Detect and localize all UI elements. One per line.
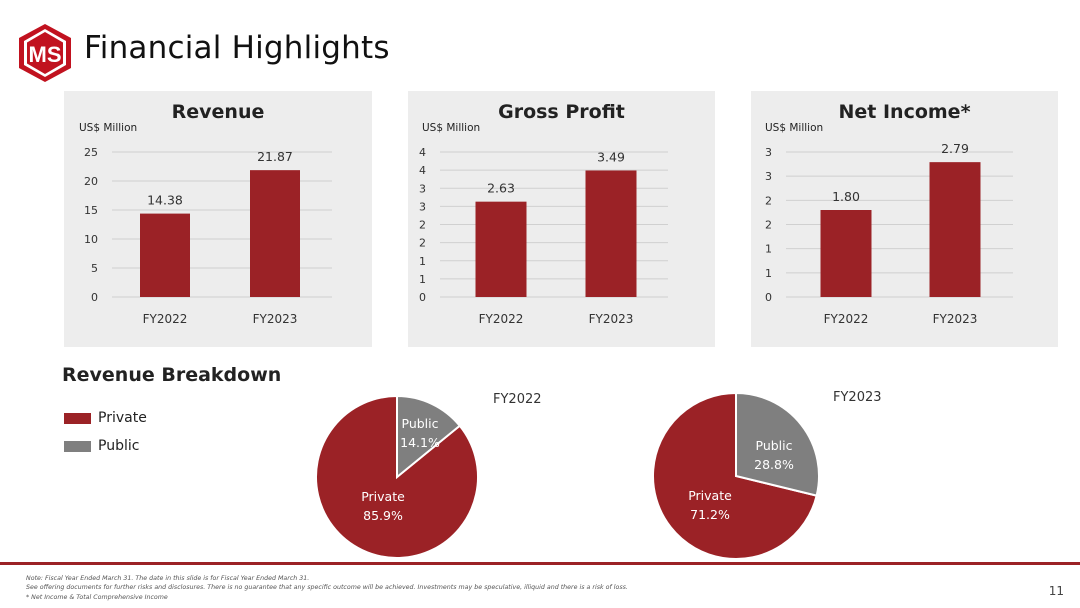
note-line: Note: Fiscal Year Ended March 31. The da… (26, 575, 310, 582)
y-tick-label: 1 (765, 243, 772, 256)
legend-label: Private (98, 410, 147, 426)
net-income-chart-card: Net Income* US$ Million 0 1 1 2 2 3 3 1.80 FY202… (751, 91, 1058, 347)
pie-category-label: Private (688, 488, 732, 503)
pie-value-label: 14.1% (400, 435, 440, 450)
logo-text: MS (29, 42, 62, 67)
pie-value-label: 28.8% (754, 457, 794, 472)
x-tick-label: FY2022 (824, 312, 869, 326)
bar-fy2023 (929, 162, 981, 297)
pie-title-fy2023: FY2023 (833, 390, 882, 405)
y-tick-label: 5 (91, 262, 98, 275)
y-tick-label: 1 (765, 267, 772, 280)
revenue-bar-chart: 0 5 10 15 20 25 14.38 FY2022 21.87 FY2023 (84, 146, 332, 326)
unit-label: US$ Million (422, 122, 481, 134)
y-tick-label: 3 (765, 146, 772, 159)
fy2022-pie-chart: Private 85.9% Public 14.1% (315, 394, 479, 559)
y-tick-label: 0 (419, 291, 426, 304)
y-tick-label: 3 (419, 200, 426, 213)
pie-category-label: Public (402, 416, 439, 431)
y-tick-label: 4 (419, 164, 426, 177)
pie-slice-private (652, 391, 818, 560)
y-tick-label: 1 (419, 273, 426, 286)
y-tick-label: 20 (84, 175, 98, 188)
revenue-chart-card: Revenue US$ Million 0 5 10 15 20 25 14.38 FY202… (64, 91, 372, 347)
pie-title-fy2022: FY2022 (493, 392, 542, 407)
pie-slice-public (735, 391, 820, 497)
unit-label: US$ Million (765, 122, 824, 134)
legend-swatch-public (64, 440, 91, 452)
pie-value-label: 71.2% (690, 507, 730, 522)
x-tick-label: FY2023 (933, 312, 978, 326)
y-tick-label: 2 (765, 194, 772, 207)
net-income-bar-chart: 0 1 1 2 2 3 3 1.80 FY2022 2.79 FY2023 (765, 141, 1013, 326)
ms-logo: MS (19, 24, 71, 82)
page-number: 11 (1048, 584, 1064, 598)
unit-label: US$ Million (79, 122, 138, 134)
data-label: 1.80 (832, 189, 860, 204)
data-label: 14.38 (147, 193, 183, 208)
pie-category-label: Public (756, 438, 793, 453)
revenue-breakdown-title: Revenue Breakdown (62, 364, 282, 386)
y-tick-label: 10 (84, 233, 98, 246)
x-tick-label: FY2023 (253, 312, 298, 326)
y-tick-label: 2 (419, 219, 426, 232)
bar-fy2023 (585, 170, 637, 297)
y-tick-label: 2 (765, 219, 772, 232)
data-label: 2.79 (941, 141, 969, 156)
note-line: * Net Income & Total Comprehensive Incom… (26, 593, 168, 601)
data-label: 2.63 (487, 181, 515, 196)
data-label: 21.87 (257, 149, 293, 164)
y-tick-label: 2 (419, 237, 426, 250)
page-title: Financial Highlights (84, 30, 390, 66)
pie-category-label: Private (361, 489, 405, 504)
x-tick-label: FY2023 (589, 312, 634, 326)
chart-title: Net Income* (838, 101, 971, 123)
fy2023-pie-chart: Private 71.2% Public 28.8% (652, 391, 820, 560)
y-tick-label: 3 (419, 182, 426, 195)
legend-item-public: Public (64, 438, 139, 454)
legend-label: Public (98, 438, 140, 454)
legend-swatch-private (64, 412, 91, 424)
y-tick-label: 3 (765, 170, 772, 183)
footer-notes: Note: Fiscal Year Ended March 31. The da… (26, 574, 1006, 602)
footer-divider (0, 562, 1080, 565)
legend-item-private: Private (64, 410, 147, 426)
pie-value-label: 85.9% (363, 508, 403, 523)
y-tick-label: 25 (84, 146, 98, 159)
chart-title: Revenue (171, 101, 265, 123)
data-label: 3.49 (597, 149, 625, 164)
note-line: See offering documents for further risks… (26, 584, 628, 592)
x-tick-label: FY2022 (479, 312, 524, 326)
y-tick-label: 0 (765, 291, 772, 304)
bar-fy2022 (475, 201, 527, 297)
x-tick-label: FY2022 (143, 312, 188, 326)
bar-fy2022 (140, 213, 190, 297)
y-tick-label: 0 (91, 291, 98, 304)
y-tick-label: 15 (84, 204, 98, 217)
gross-profit-bar-chart: 0 1 1 2 2 3 3 4 4 2.63 FY2022 3.49 FY2023 (419, 146, 668, 326)
pie-slice-public (396, 394, 462, 480)
bar-fy2022 (820, 210, 872, 297)
chart-title: Gross Profit (498, 101, 625, 123)
y-tick-label: 1 (419, 255, 426, 268)
y-tick-label: 4 (419, 146, 426, 159)
gross-profit-chart-card: Gross Profit US$ Million 0 1 1 2 2 3 3 4 4 2.63 FY… (408, 91, 715, 347)
bar-fy2023 (250, 170, 300, 297)
